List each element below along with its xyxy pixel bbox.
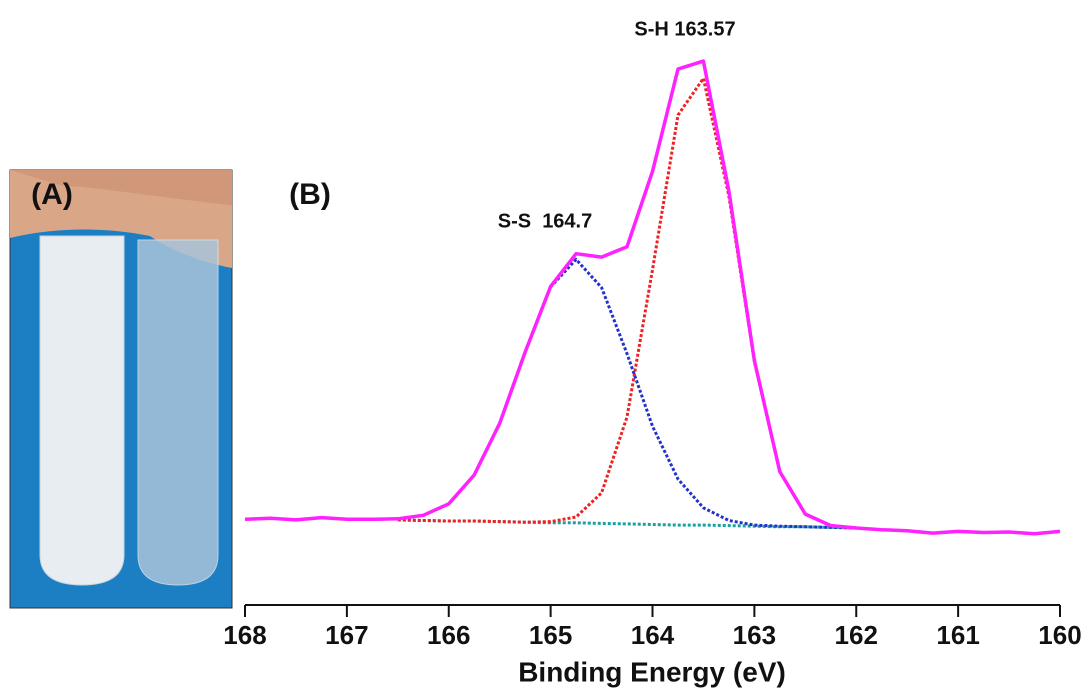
x-tick-label: 163	[733, 620, 776, 650]
x-tick-label: 164	[631, 620, 675, 650]
annotation: S-H 163.57	[634, 18, 735, 40]
x-tick-label: 165	[529, 620, 572, 650]
x-tick-label: 167	[325, 620, 368, 650]
photo: (A)	[9, 169, 233, 609]
series-line	[244, 59, 1061, 536]
x-tick-label: 168	[223, 620, 266, 650]
panel-label: (B)	[289, 178, 331, 211]
panel-label: (A)	[31, 178, 73, 211]
series-line	[397, 76, 857, 530]
x-axis-label: Binding Energy (eV)	[518, 656, 786, 687]
tube-clear	[137, 239, 219, 586]
x-tick-label: 166	[427, 620, 470, 650]
x-tick-label: 160	[1038, 620, 1081, 650]
x-tick-label: 161	[936, 620, 979, 650]
x-tick-label: 162	[835, 620, 878, 650]
annotation: S-S 164.7	[498, 210, 593, 232]
tube-turbid	[39, 235, 125, 586]
finger-shade	[10, 170, 232, 205]
series-line	[397, 518, 857, 530]
